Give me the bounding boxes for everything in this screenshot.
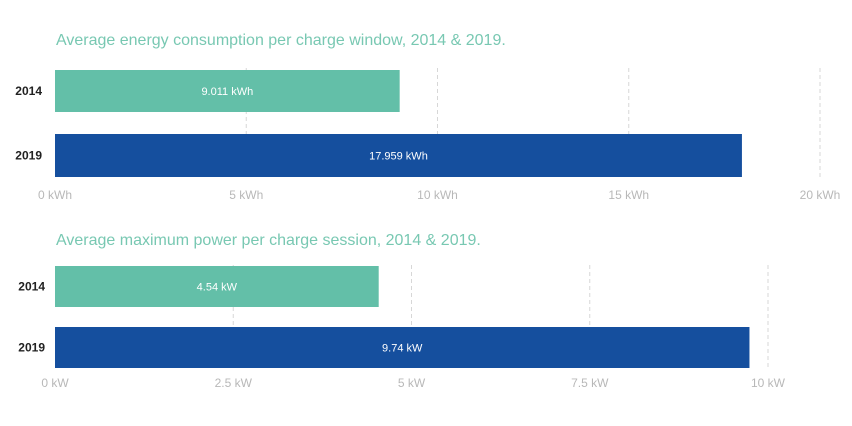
max-power-chart: Average maximum power per charge session… [0,215,852,426]
power-tick-label: 2.5 kW [215,376,253,390]
power-bar-2014 [55,266,379,307]
power-tick-label: 0 kW [41,376,69,390]
energy-tick-label: 5 kWh [229,188,263,202]
power-tick-label: 7.5 kW [571,376,609,390]
power-tick-label: 10 kW [751,376,786,390]
power-chart-title: Average maximum power per charge session… [56,232,481,249]
energy-data-label-2014: 9.011 kWh [201,86,253,98]
energy-data-label-2019: 17.959 kWh [369,151,428,163]
power-data-label-2014: 4.54 kW [197,282,238,294]
energy-category-label-2019: 2019 [15,149,42,163]
power-data-label-2019: 9.74 kW [382,343,423,355]
energy-tick-label: 20 kWh [800,188,841,202]
energy-consumption-chart: Average energy consumption per charge wi… [15,32,841,202]
energy-tick-label: 10 kWh [417,188,458,202]
power-bar-2019 [55,327,750,368]
power-chart-plot: 2014 4.54 kW 2019 9.74 kW 0 kW 2.5 kW 5 kW 7.5 … [18,265,786,390]
energy-tick-label: 15 kWh [608,188,649,202]
energy-chart-title: Average energy consumption per charge wi… [56,32,506,49]
power-category-label-2019: 2019 [18,341,45,355]
energy-category-label-2014: 2014 [15,84,42,98]
energy-chart-plot: 2014 9.011 kWh 2019 17.959 kWh 0 kWh 5 kWh 10 … [15,68,841,202]
energy-bar-2019 [55,134,742,177]
power-tick-label: 5 kW [398,376,426,390]
energy-tick-label: 0 kWh [38,188,72,202]
energy-bar-2014 [55,70,400,112]
power-category-label-2014: 2014 [18,280,45,294]
